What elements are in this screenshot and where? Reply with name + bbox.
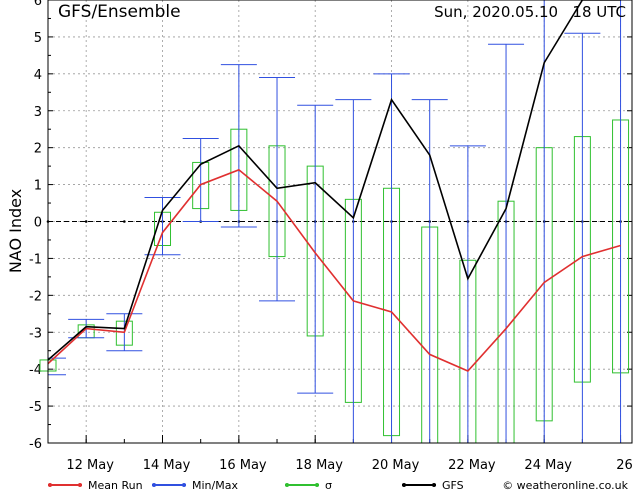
zero-marker xyxy=(123,220,126,223)
minmax-bars xyxy=(47,0,622,443)
x-tick-label: 20 May xyxy=(372,458,420,473)
x-tick-label: 22 May xyxy=(448,458,496,473)
legend-sigma-dot xyxy=(315,483,319,487)
legend-min-max-label: Min/Max xyxy=(192,479,238,490)
legend-sigma-label: σ xyxy=(325,479,332,490)
y-axis-label: NAO Index xyxy=(6,189,25,273)
y-tick-label: 2 xyxy=(34,142,42,157)
y-tick-label: -6 xyxy=(29,437,42,452)
y-tick-label: -4 xyxy=(29,363,42,378)
mean-run-line xyxy=(48,168,621,372)
plot-frame xyxy=(47,0,633,444)
x-tick-label: 24 May xyxy=(524,458,572,473)
y-tick-label: 3 xyxy=(34,105,42,120)
legend-gfs-dot xyxy=(432,483,436,487)
x-tick-label: 18 May xyxy=(295,458,343,473)
y-tick-label: 0 xyxy=(34,216,42,231)
y-tick-label: 1 xyxy=(34,179,42,194)
x-tick-label: 12 May xyxy=(66,458,114,473)
y-tick-label: 6 xyxy=(34,0,42,9)
legend-mean-run-dot xyxy=(78,483,82,487)
chart-date: Sun, 2020.05.10 18 UTC xyxy=(434,3,626,21)
x-axis-ticks: 12 May 14 May 16 May 18 May 20 May 22 May 24 M… xyxy=(47,435,633,473)
y-tick-label: -3 xyxy=(29,326,42,341)
legend-min-max-dot xyxy=(152,483,156,487)
zero-marker xyxy=(84,220,88,223)
sigma-boxes xyxy=(39,119,630,444)
legend-min-max-dot xyxy=(182,483,186,487)
x-tick-label: 26 xyxy=(616,458,633,473)
y-tick-label: 5 xyxy=(34,31,42,46)
x-tick-label: 14 May xyxy=(143,458,191,473)
credit-text: © weatheronline.co.uk xyxy=(502,479,628,490)
gfs-line xyxy=(48,0,621,361)
legend-mean-run-dot xyxy=(48,483,52,487)
series-lines xyxy=(48,0,621,372)
y-tick-label: -1 xyxy=(29,252,42,267)
zero-line xyxy=(46,220,632,223)
legend-sigma-dot xyxy=(285,483,289,487)
legend: Mean Run Min/Max σ GFS © weatheronline.co.uk xyxy=(48,479,629,490)
legend-gfs-label: GFS xyxy=(442,479,464,490)
chart-title: GFS/Ensemble xyxy=(58,2,181,22)
y-tick-label: 4 xyxy=(34,68,42,83)
x-tick-label: 16 May xyxy=(219,458,267,473)
legend-mean-run-label: Mean Run xyxy=(88,479,143,490)
y-tick-label: -2 xyxy=(29,289,42,304)
legend-gfs-dot xyxy=(402,483,406,487)
y-tick-label: -5 xyxy=(29,400,42,415)
y-axis-ticks: -6 -5 -4 -3 -2 -1 0 1 2 3 4 5 6 xyxy=(29,0,632,452)
